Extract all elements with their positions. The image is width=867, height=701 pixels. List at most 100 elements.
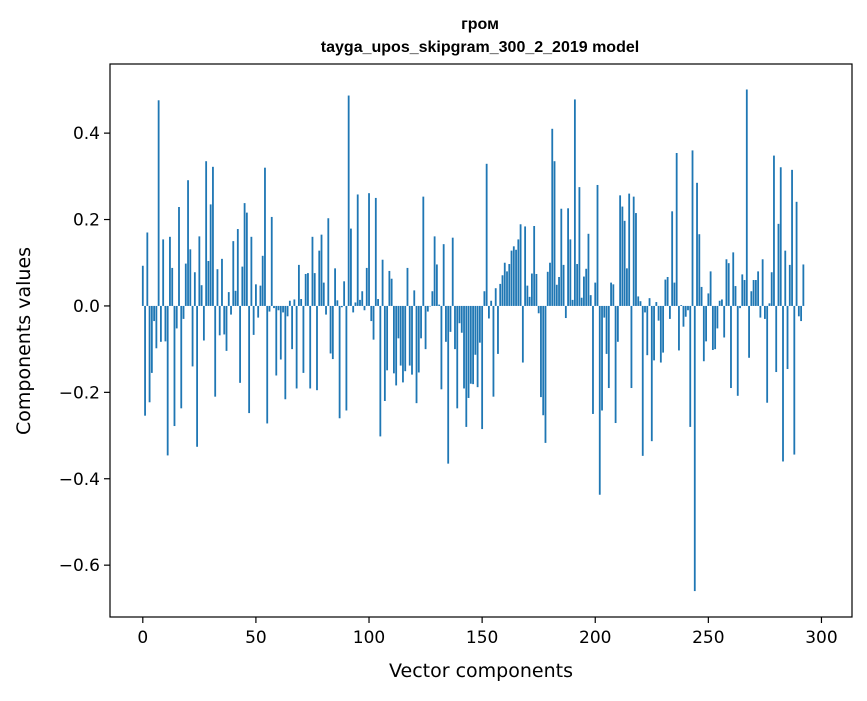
bar-component-13	[171, 268, 173, 306]
bar-component-141	[461, 306, 463, 333]
bar-component-170	[526, 286, 528, 306]
bar-component-154	[490, 301, 492, 306]
bar-component-182	[554, 161, 556, 306]
bar-component-281	[778, 224, 780, 306]
bar-component-24	[196, 306, 198, 447]
chart-title: гром	[461, 16, 499, 33]
bar-component-257	[723, 306, 725, 338]
bar-component-117	[407, 268, 409, 306]
bar-component-289	[796, 202, 798, 306]
bar-component-3	[149, 306, 151, 402]
bar-component-52	[260, 286, 262, 306]
bar-component-61	[280, 306, 282, 360]
bar-component-60	[278, 306, 280, 310]
x-axis-label: Vector components	[389, 660, 573, 682]
bar-component-134	[445, 306, 447, 342]
bar-component-273	[759, 306, 761, 318]
bar-component-109	[388, 271, 390, 306]
bar-component-112	[395, 306, 397, 385]
bar-component-111	[393, 306, 395, 373]
bar-component-209	[615, 306, 617, 423]
bar-component-25	[198, 236, 200, 306]
bar-component-42	[237, 229, 239, 306]
bar-component-27	[203, 306, 205, 341]
bar-component-143	[465, 306, 467, 427]
bar-component-265	[741, 274, 743, 306]
bar-component-7	[158, 100, 160, 306]
bar-component-93	[352, 306, 354, 312]
bar-component-191	[574, 99, 576, 306]
bar-component-292	[802, 264, 804, 305]
bar-component-195	[583, 277, 585, 306]
bar-component-272	[757, 271, 759, 306]
bar-component-244	[694, 306, 696, 591]
bar-component-215	[628, 194, 630, 306]
bar-component-41	[235, 291, 237, 306]
bar-component-286	[789, 265, 791, 306]
bar-component-35	[221, 259, 223, 306]
bar-component-222	[644, 306, 646, 312]
bar-component-62	[282, 306, 284, 312]
bar-component-260	[730, 306, 732, 388]
bar-component-53	[262, 256, 264, 306]
bar-component-271	[755, 280, 757, 306]
bar-component-186	[563, 265, 565, 306]
bar-component-254	[716, 306, 718, 328]
bar-component-250	[707, 293, 709, 306]
bar-component-72	[305, 274, 307, 306]
bar-component-68	[296, 306, 298, 389]
bar-component-15	[176, 306, 178, 328]
bar-component-30	[210, 204, 212, 306]
bar-component-263	[737, 306, 739, 396]
x-tick-label: 200	[579, 628, 611, 648]
bar-component-83	[330, 306, 332, 354]
bar-component-102	[373, 306, 375, 340]
bar-component-80	[323, 283, 325, 306]
bar-component-55	[266, 306, 268, 424]
bar-component-282	[780, 167, 782, 306]
bar-component-221	[642, 306, 644, 456]
bar-component-4	[151, 306, 153, 373]
bar-component-21	[189, 249, 191, 306]
bar-component-236	[676, 153, 678, 306]
bar-component-256	[721, 299, 723, 305]
chart-subtitle: tayga_upos_skipgram_300_2_2019 model	[321, 39, 639, 56]
bar-component-252	[712, 306, 714, 350]
bar-component-239	[683, 306, 685, 327]
bar-component-49	[253, 306, 255, 335]
bar-component-160	[504, 263, 506, 306]
bar-component-138	[454, 306, 456, 349]
bar-component-284	[784, 251, 786, 306]
bar-component-20	[187, 180, 189, 306]
bar-component-57	[271, 217, 273, 306]
bar-component-16	[178, 207, 180, 306]
bar-component-12	[169, 237, 171, 306]
bar-component-253	[714, 306, 716, 349]
bar-component-140	[459, 306, 461, 323]
bar-component-203	[601, 306, 603, 411]
y-tick-label: −0.2	[59, 383, 100, 403]
bar-component-245	[696, 183, 698, 306]
bar-component-71	[303, 306, 305, 373]
bar-component-227	[655, 302, 657, 306]
bar-component-184	[558, 277, 560, 306]
bar-component-167	[520, 224, 522, 306]
bar-component-261	[732, 252, 734, 306]
bar-component-101	[370, 306, 372, 321]
bar-component-110	[391, 279, 393, 306]
bar-component-17	[180, 306, 182, 408]
bar-component-126	[427, 306, 429, 312]
bar-component-88	[341, 306, 343, 307]
bar-component-29	[208, 261, 210, 306]
bar-component-155	[493, 306, 495, 397]
bar-component-240	[685, 306, 687, 317]
bar-component-51	[257, 306, 259, 318]
bar-component-39	[230, 306, 232, 315]
bar-component-46	[246, 213, 248, 306]
bar-component-196	[585, 269, 587, 306]
bar-component-59	[275, 306, 277, 376]
bar-component-23	[194, 272, 196, 306]
bar-component-100	[368, 193, 370, 306]
bar-component-87	[339, 306, 341, 418]
bar-component-2	[146, 232, 148, 305]
